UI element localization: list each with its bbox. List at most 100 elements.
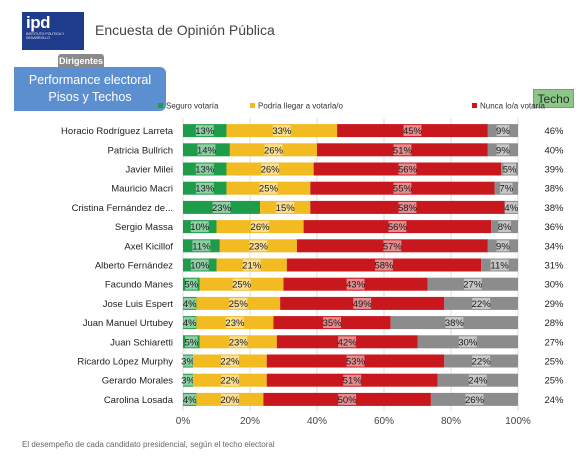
data-label-bg [259,182,278,194]
techo-value: 24% [544,395,564,406]
data-label: 14% [197,145,217,156]
data-label: 4% [183,299,197,310]
data-label: 42% [338,337,358,348]
logo-text: ipd [26,13,51,32]
data-label: 25% [232,280,252,291]
x-tick-label: 20% [240,416,260,427]
data-label: 56% [388,222,408,233]
category-label: Sergio Massa [115,222,174,233]
techo-value: 36% [544,222,564,233]
chart-title-banner: Performance electoral Pisos y Techos [14,67,166,111]
data-label-bg [225,317,244,329]
data-label-bg [398,201,417,213]
data-label: 4% [504,203,518,214]
data-label-bg [251,221,269,233]
category-label: Carolina Losada [104,395,174,406]
data-label: 10% [190,222,210,233]
x-tick-label: 80% [441,416,461,427]
legend-label: Seguro votaría [166,102,219,111]
data-label: 13% [195,126,215,137]
data-label-bg [393,144,412,156]
category-label: Ricardo López Murphy [77,357,173,368]
ipd-logo: ipd INSTITUTO POLÍTICA Y DESARROLLO [22,12,84,50]
data-label: 24% [468,376,488,387]
data-label-bg [346,355,365,367]
data-label: 5% [503,165,517,176]
data-label: 11% [490,261,509,272]
data-label: 57% [383,241,403,252]
logo-subtext: INSTITUTO POLÍTICA Y DESARROLLO [26,32,65,40]
tab-dirigentes[interactable]: Dirigentes [58,54,104,69]
x-tick-label: 0% [176,416,191,427]
techo-column-header: Techo [533,89,574,108]
data-label: 13% [195,165,215,176]
techo-value: 38% [544,203,564,214]
data-label: 5% [185,280,199,291]
data-label-bg [190,259,209,271]
category-label: Horacio Rodríguez Larreta [61,126,174,137]
data-label-bg [496,144,510,156]
category-label: Cristina Fernández de... [72,203,173,214]
data-label: 9% [496,126,510,137]
data-label-bg [343,374,362,386]
data-label-bg [264,144,283,156]
data-label-bg [195,163,214,175]
data-label: 51% [393,145,413,156]
data-label: 25% [229,299,249,310]
banner-line-1: Performance electoral [28,73,152,87]
data-label: 15% [276,203,296,214]
data-label: 4% [183,395,197,406]
data-label-bg [229,336,248,348]
techo-value: 40% [544,145,564,156]
data-label: 50% [338,395,358,406]
data-label: 25% [259,184,279,195]
data-label-bg [403,125,422,137]
data-label-bg [338,393,357,405]
data-label-bg [505,201,518,213]
data-label: 30% [458,337,478,348]
data-label: 11% [192,241,211,252]
data-label-bg [181,355,195,367]
data-label: 7% [499,184,513,195]
data-label-bg [220,355,239,367]
data-label-bg [445,317,464,329]
data-label: 26% [465,395,485,406]
data-label: 23% [212,203,232,214]
data-label: 9% [496,145,510,156]
data-label: 35% [323,318,343,329]
data-label-bg [338,336,357,348]
techo-value: 27% [544,337,564,348]
banner-line-2: Pisos y Techos [48,90,132,104]
data-label-bg [220,393,239,405]
data-label: 23% [225,318,245,329]
data-label: 22% [472,299,492,310]
data-label: 58% [374,261,394,272]
data-label-bg [323,317,342,329]
data-label: 38% [445,318,465,329]
x-tick-label: 60% [374,416,394,427]
data-label-bg [383,240,402,252]
data-label: 49% [353,299,373,310]
data-label: 58% [398,203,418,214]
data-label-bg [190,221,209,233]
data-label-bg [197,144,216,156]
techo-value: 39% [544,165,564,176]
data-label-bg [398,163,417,175]
data-label-bg [195,125,214,137]
data-label: 8% [498,222,512,233]
data-label: 13% [195,184,215,195]
data-label: 22% [220,357,240,368]
legend-label: Podría llegar a votarla/o [258,102,343,111]
category-label: Javier Milei [125,165,173,176]
data-label-bg [220,374,239,386]
legend-swatch [158,103,163,108]
data-label: 5% [185,337,199,348]
data-label-bg [472,297,491,309]
data-label-bg [388,221,407,233]
category-label: Juan Manuel Urtubey [83,318,174,329]
data-label-bg [272,125,291,137]
techo-value: 25% [544,376,564,387]
data-label: 56% [398,165,418,176]
data-label: 4% [183,318,197,329]
